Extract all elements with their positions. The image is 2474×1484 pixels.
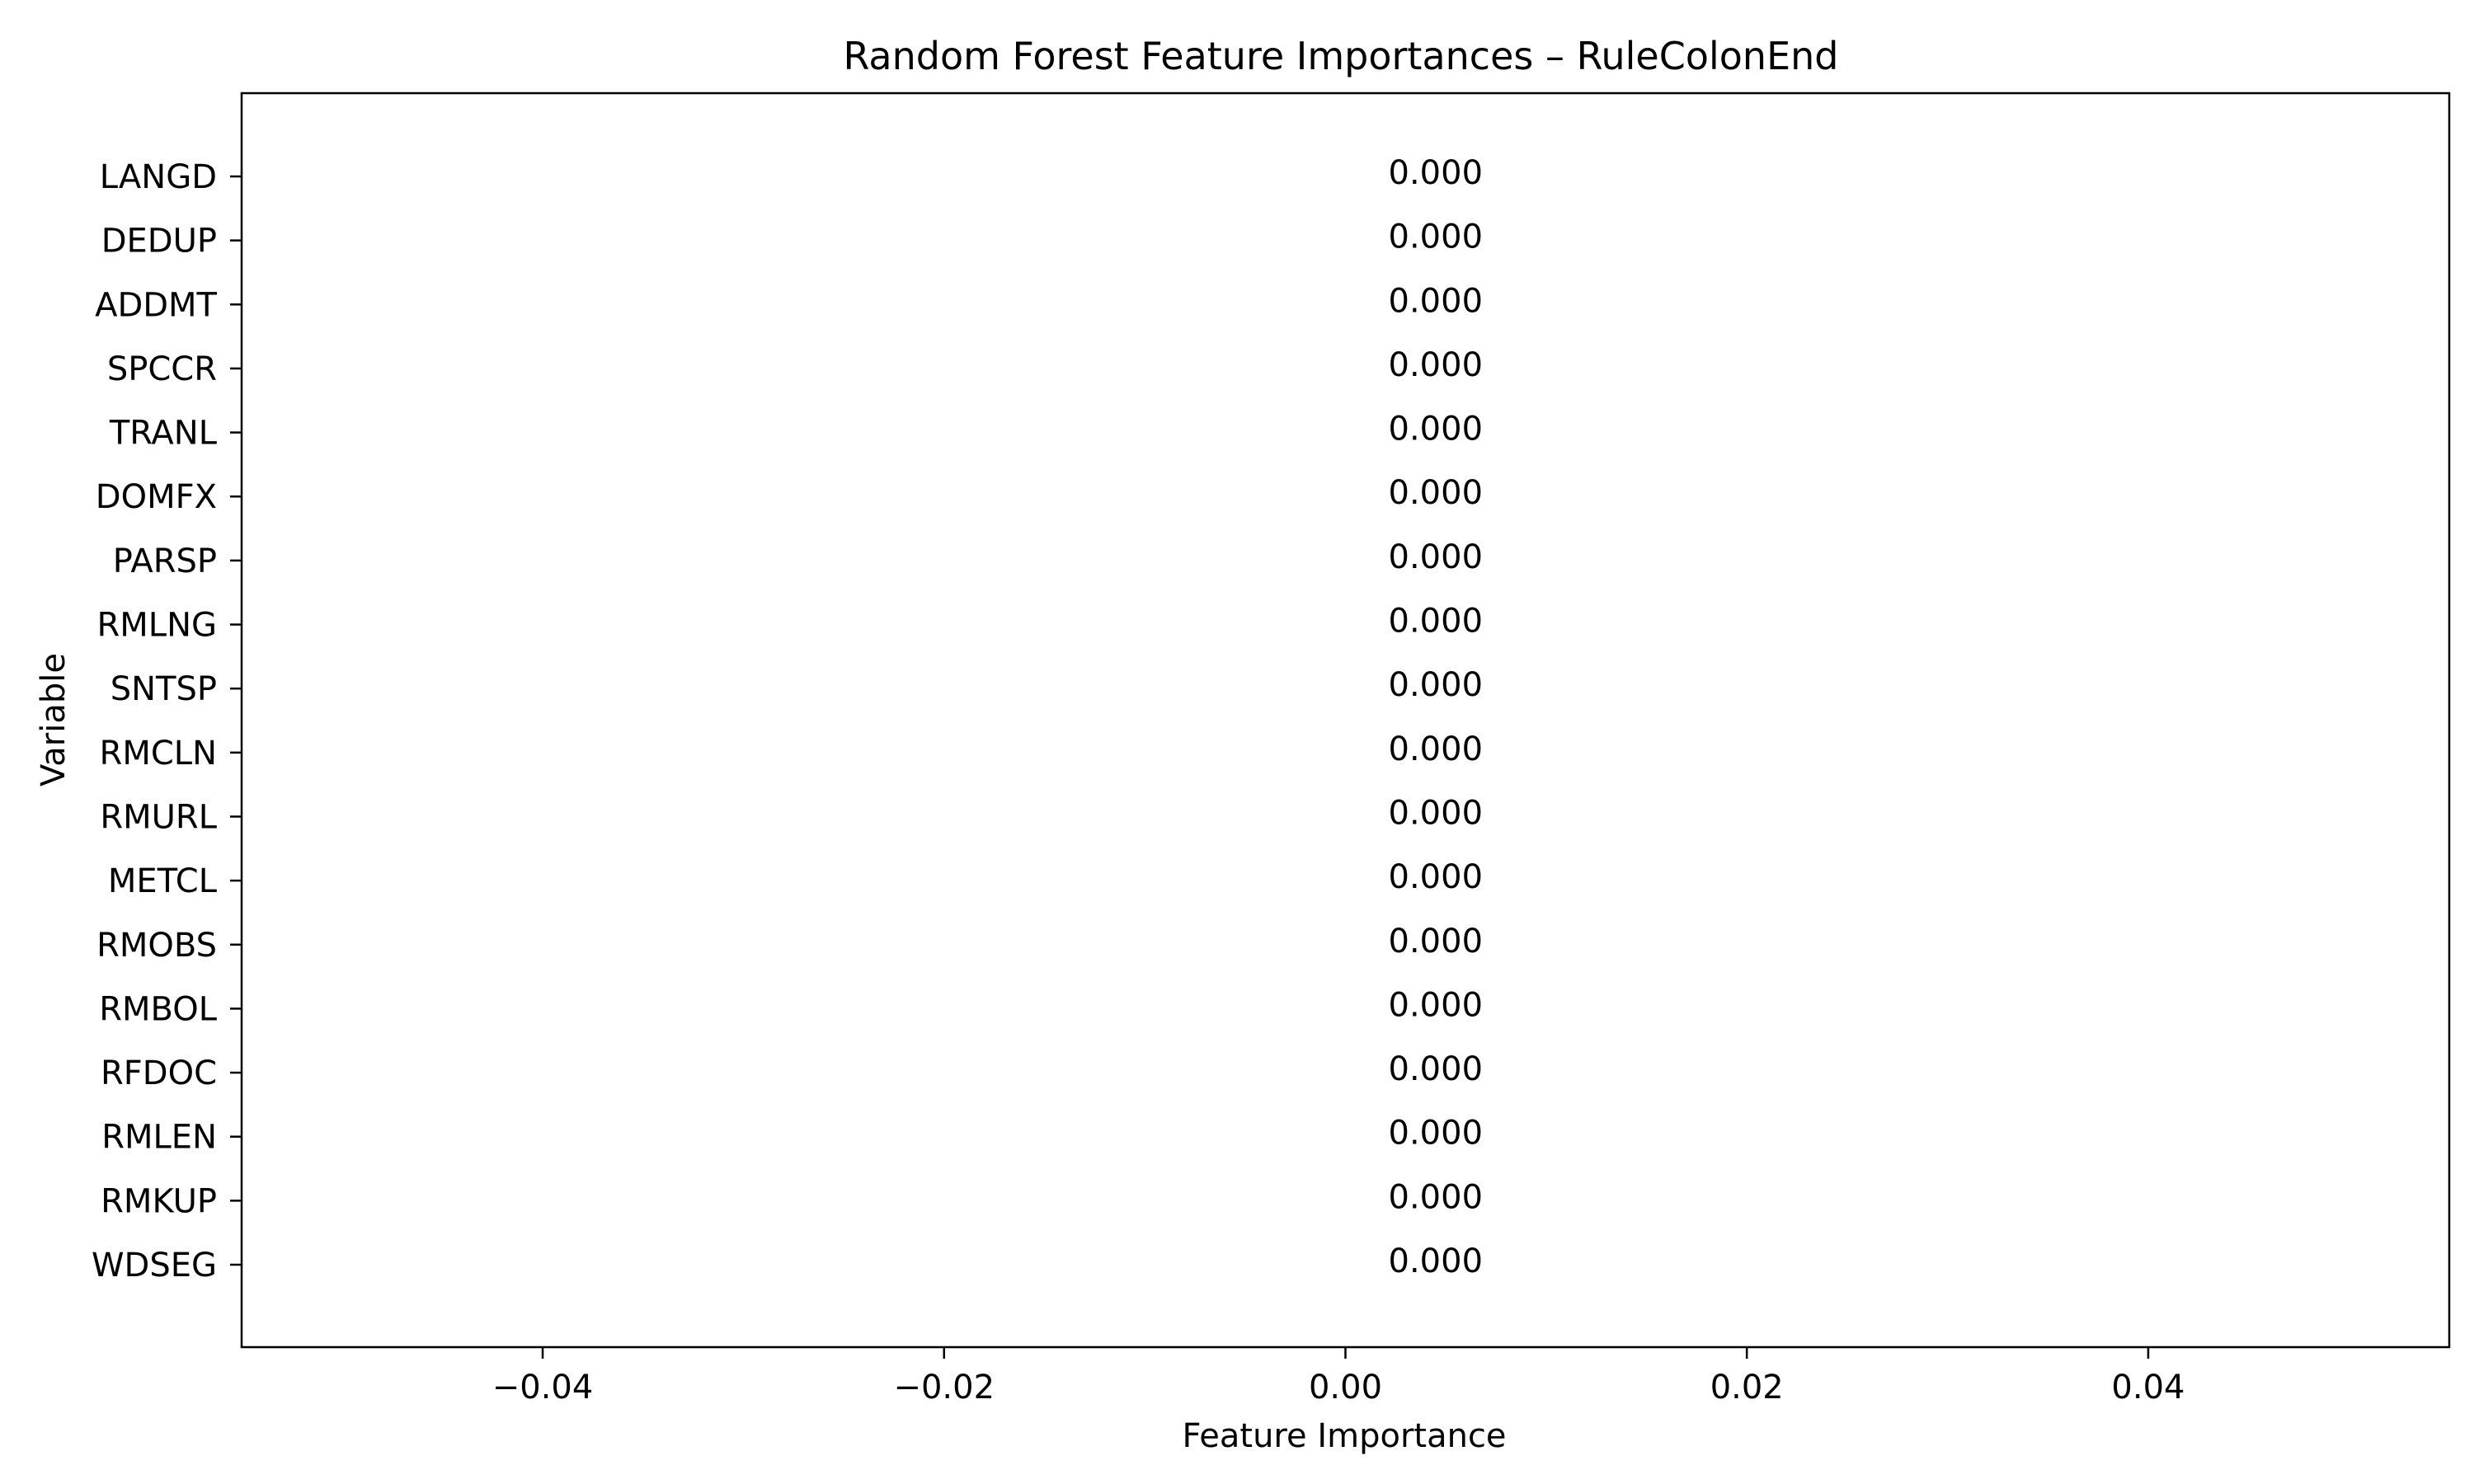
y-tick-label: SPCCR (107, 350, 217, 388)
value-label: 0.000 (1389, 154, 1484, 192)
value-label: 0.000 (1389, 858, 1484, 896)
y-tick-label: WDSEG (92, 1247, 217, 1284)
value-label: 0.000 (1389, 282, 1484, 320)
y-tick-label: RMCLN (100, 735, 217, 773)
x-tick-label: 0.00 (1309, 1369, 1382, 1407)
y-tick-label: RMLEN (101, 1119, 217, 1157)
y-tick-label: RMOBS (96, 927, 217, 965)
value-label: 0.000 (1389, 538, 1484, 576)
value-label: 0.000 (1389, 1178, 1484, 1216)
value-label: 0.000 (1389, 346, 1484, 384)
x-tick-label: −0.02 (893, 1369, 995, 1407)
value-label: 0.000 (1389, 986, 1484, 1024)
y-tick-label: RMBOL (99, 990, 218, 1028)
y-tick-label: DEDUP (101, 223, 217, 261)
x-axis-label: Feature Importance (1182, 1417, 1506, 1455)
value-label: 0.000 (1389, 474, 1484, 512)
value-label: 0.000 (1389, 730, 1484, 768)
y-tick-label: METCL (108, 862, 218, 900)
y-axis-label: Variable (35, 653, 73, 787)
value-label: 0.000 (1389, 1050, 1484, 1088)
value-label: 0.000 (1389, 1115, 1484, 1153)
x-tick-label: 0.04 (2111, 1369, 2185, 1407)
y-axis-ticks: LANGD DEDUP ADDMT SPCCR TRANL DOMFX PARSP RMLNG… (92, 158, 242, 1284)
y-tick-label: RMKUP (101, 1182, 217, 1220)
y-tick-label: RFDOC (101, 1054, 217, 1092)
x-tick-label: −0.04 (492, 1369, 594, 1407)
y-tick-label: TRANL (109, 415, 218, 453)
value-label: 0.000 (1389, 794, 1484, 832)
value-label: 0.000 (1389, 666, 1484, 704)
y-tick-label: ADDMT (95, 286, 217, 324)
chart-title: Random Forest Feature Importances – Rule… (843, 34, 1838, 78)
y-tick-label: PARSP (113, 542, 217, 580)
y-tick-label: RMURL (100, 798, 217, 836)
y-tick-label: SNTSP (111, 670, 217, 708)
x-axis-ticks: −0.04 −0.02 0.00 0.02 0.04 (492, 1347, 2185, 1407)
y-tick-label: RMLNG (96, 607, 217, 645)
x-tick-label: 0.02 (1710, 1369, 1784, 1407)
value-label: 0.000 (1389, 218, 1484, 256)
value-label: 0.000 (1389, 603, 1484, 641)
value-label: 0.000 (1389, 923, 1484, 960)
value-label: 0.000 (1389, 1242, 1484, 1280)
value-label: 0.000 (1389, 411, 1484, 448)
y-tick-label: LANGD (100, 158, 217, 196)
plot-area-frame (240, 92, 2451, 1349)
value-labels: 0.000 0.000 0.000 0.000 0.000 0.000 0.000 0.000… (1389, 154, 1484, 1280)
y-tick-label: DOMFX (96, 478, 217, 516)
